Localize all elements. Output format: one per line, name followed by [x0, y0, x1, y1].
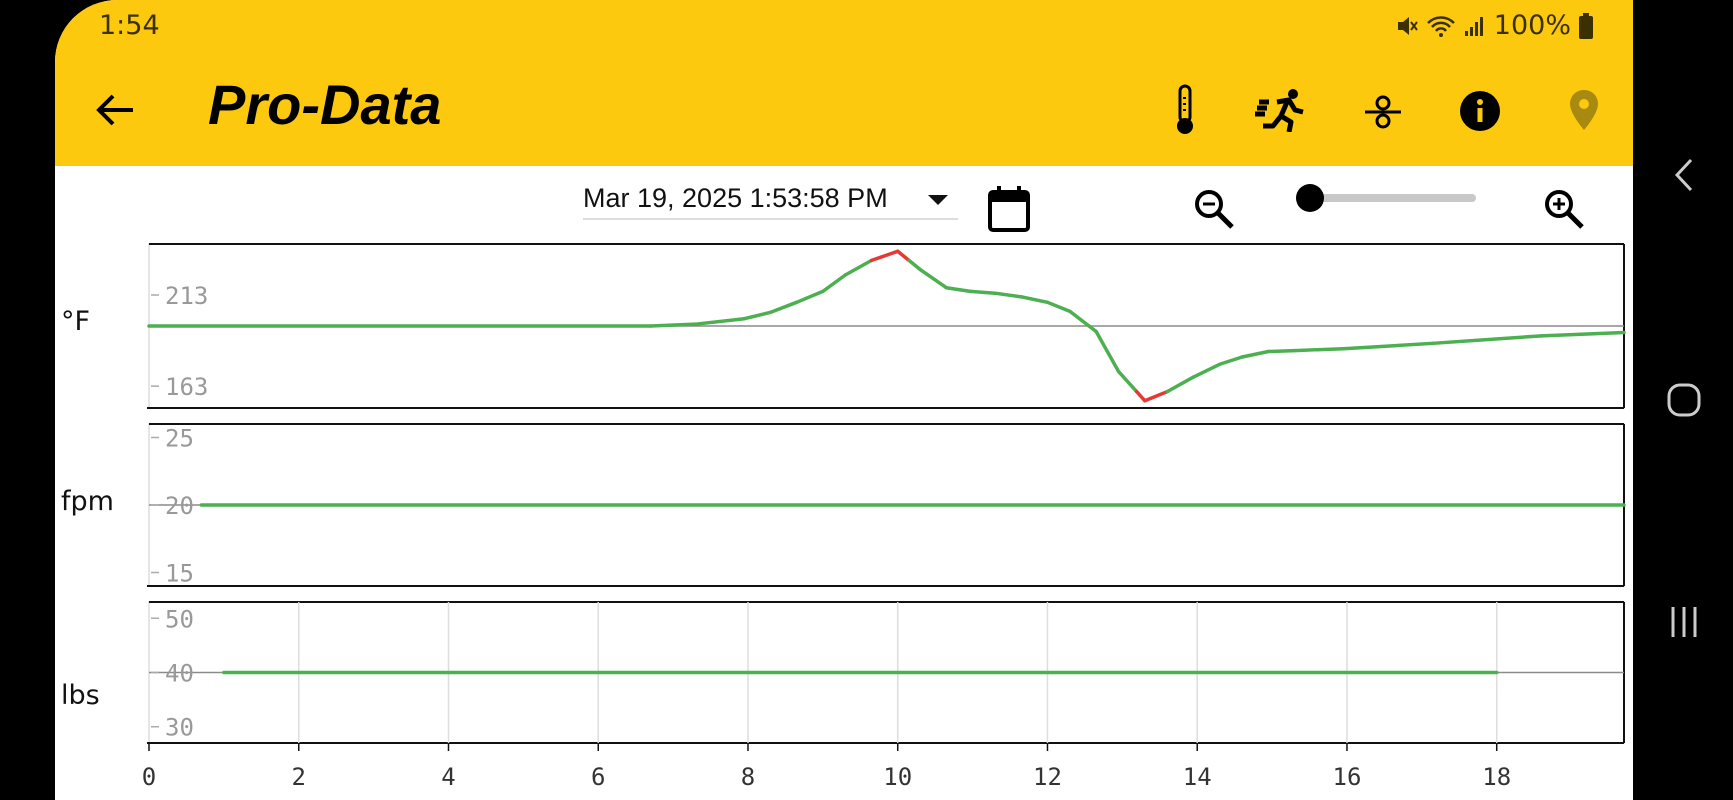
- series-segment: [944, 285, 973, 294]
- zoom-out-icon[interactable]: [1193, 188, 1235, 230]
- nav-bar: [1633, 0, 1733, 800]
- series-segment: [968, 289, 997, 295]
- status-time: 1:54: [99, 10, 160, 41]
- series-segment: [907, 258, 922, 272]
- series-segment: [1019, 295, 1050, 305]
- x-tick-label: 12: [1033, 763, 1062, 791]
- chart-0: 163 213: [147, 243, 1626, 409]
- series-segment: [821, 273, 848, 294]
- series-segment: [895, 249, 911, 263]
- home-nav-icon[interactable]: [1667, 383, 1701, 417]
- unit-label-weight: lbs: [61, 680, 100, 711]
- series-segment: [648, 322, 698, 328]
- zoom-slider-handle[interactable]: [1296, 184, 1324, 212]
- x-tick-label: 10: [883, 763, 912, 791]
- unit-label-speed: fpm: [61, 486, 114, 517]
- battery-percent: 100%: [1493, 10, 1571, 41]
- mute-icon: [1397, 16, 1418, 35]
- series-segment: [1134, 389, 1147, 403]
- date-dropdown[interactable]: Mar 19, 2025 1:53:58 PM: [583, 183, 958, 220]
- series-segment: [843, 258, 874, 277]
- series-segment: [1315, 347, 1345, 352]
- zoom-in-icon[interactable]: [1543, 188, 1585, 230]
- x-tick-label: 8: [741, 763, 755, 791]
- y-tick-label: 50: [165, 605, 194, 633]
- running-icon[interactable]: [1255, 88, 1309, 132]
- series-segment: [1068, 309, 1098, 334]
- x-tick-label: 14: [1183, 763, 1212, 791]
- series-segment: [1292, 347, 1319, 353]
- series-segment: [1266, 348, 1297, 354]
- series-segment: [1240, 349, 1271, 359]
- chevron-down-icon: [928, 195, 948, 205]
- series-segment: [1431, 334, 1544, 346]
- series-segment: [1143, 389, 1170, 403]
- arrow-left-icon[interactable]: [95, 92, 135, 128]
- battery-icon: [1579, 12, 1593, 39]
- series-segment: [869, 249, 900, 263]
- chart-2: 30 40 50 0 2 4 6 8 10 12 14 16 18: [142, 601, 1625, 791]
- series-segment: [918, 267, 949, 290]
- y-tick-label: 163: [165, 373, 208, 401]
- x-tick-label: 6: [591, 763, 605, 791]
- status-icons: 100%: [1396, 10, 1593, 41]
- back-nav-icon[interactable]: [1673, 158, 1695, 192]
- zoom-slider-track[interactable]: [1298, 194, 1476, 202]
- app-bar: 1:54 100% Pro-Data: [55, 0, 1633, 166]
- series-segment: [794, 289, 825, 305]
- series-segment: [768, 300, 799, 315]
- series-segment: [1217, 355, 1244, 367]
- series-segment: [1191, 362, 1222, 379]
- calendar-icon[interactable]: [987, 184, 1031, 234]
- x-tick-label: 18: [1482, 763, 1511, 791]
- sensor-icon[interactable]: [1363, 92, 1403, 132]
- series-segment: [1094, 329, 1121, 374]
- charts: 163 213 15 20 25 30 40 50 0 2 4 6 8 10 12 14 16 18: [142, 243, 1626, 791]
- chart-1: 15 20 25: [147, 423, 1626, 588]
- y-tick-label: 30: [165, 714, 194, 742]
- x-tick-label: 4: [441, 763, 455, 791]
- info-icon[interactable]: [1459, 90, 1501, 132]
- series-segment: [1045, 300, 1072, 314]
- y-tick-label: 40: [165, 660, 194, 688]
- series-segment: [742, 310, 773, 321]
- location-pin-icon[interactable]: [1568, 88, 1600, 132]
- page-title: Pro-Data: [208, 73, 442, 136]
- series-segment: [1116, 369, 1139, 394]
- wifi-icon: [1426, 15, 1455, 37]
- y-tick-label: 20: [165, 492, 194, 520]
- thermometer-icon[interactable]: [1172, 84, 1198, 136]
- y-tick-label: 15: [165, 560, 194, 588]
- y-tick-label: 213: [165, 282, 208, 310]
- series-segment: [993, 291, 1024, 299]
- x-tick-label: 2: [292, 763, 306, 791]
- x-tick-label: 16: [1333, 763, 1362, 791]
- series-segment: [1165, 375, 1196, 394]
- date-value: Mar 19, 2025 1:53:58 PM: [583, 183, 888, 213]
- series-segment: [693, 316, 746, 326]
- series-segment: [1341, 341, 1435, 351]
- x-tick-label: 0: [142, 763, 156, 791]
- y-tick-label: 25: [165, 425, 194, 453]
- signal-icon: [1464, 16, 1483, 36]
- series-segment: [1539, 330, 1626, 338]
- recents-nav-icon[interactable]: [1669, 605, 1699, 639]
- unit-label-temperature: °F: [61, 306, 91, 337]
- app-screen: 1:54 100% Pro-Data Mar 19, 2025 1:53:58 …: [55, 0, 1633, 800]
